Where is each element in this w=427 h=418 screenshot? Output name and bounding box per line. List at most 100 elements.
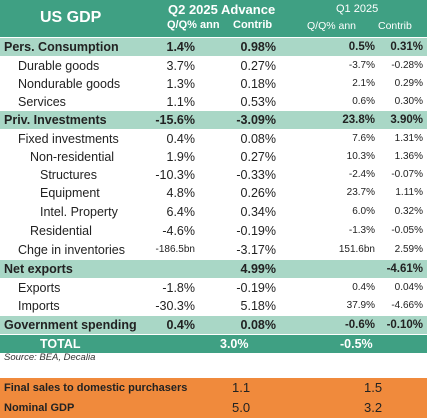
row-label: Pers. Consumption — [4, 40, 119, 54]
q2-contrib-value: 0.27% — [240, 150, 276, 164]
q1-contrib-value: 0.32% — [394, 206, 423, 217]
table-row: Net exports 4.99% -4.61% — [0, 260, 427, 278]
table-row: Services 1.1% 0.53% 0.6% 0.30% — [0, 93, 427, 111]
row-label: Net exports — [4, 262, 73, 276]
table-row: Pers. Consumption 1.4% 0.98% 0.5% 0.31% — [0, 38, 427, 56]
q2-ann-value: 6.4% — [166, 205, 196, 219]
table-row: Exports -1.8% -0.19% 0.4% 0.04% — [0, 279, 427, 297]
q2-contrib-header: Contrib — [233, 19, 273, 31]
row-label: Fixed investments — [18, 132, 119, 146]
q2-ann-value: -30.3% — [155, 299, 195, 313]
table-row: Government spending 0.4% 0.08% -0.6% -0.… — [0, 316, 427, 334]
q2-contrib-value: 0.08% — [240, 132, 276, 146]
table-title: US GDP — [40, 9, 102, 26]
table-row: Chge in inventories -186.5bn -3.17% 151.… — [0, 241, 427, 259]
q1-contrib-value: 0.30% — [394, 96, 423, 107]
q2-ann-value: 1.3% — [166, 77, 196, 91]
total-row: TOTAL 3.0% -0.5% — [0, 335, 427, 353]
q1-header: Q1 2025 — [336, 3, 379, 15]
q1-ann-value: -1.3% — [348, 225, 375, 236]
q2-ann-value: -4.6% — [162, 224, 195, 238]
q1-ann-value: 23.8% — [342, 114, 375, 126]
table-row: Non-residential 1.9% 0.27% 10.3% 1.36% — [0, 148, 427, 166]
footer-row: Final sales to domestic purchasers 1.1 1… — [0, 378, 427, 398]
q1-ann-value: 0.6% — [352, 96, 375, 107]
row-label: Government spending — [4, 318, 137, 332]
q1-ann-value: 7.6% — [352, 133, 375, 144]
q2-contrib-value: 0.18% — [240, 77, 276, 91]
table-row: Residential -4.6% -0.19% -1.3% -0.05% — [0, 222, 427, 240]
table-row: Imports -30.3% 5.18% 37.9% -4.66% — [0, 297, 427, 315]
q2-ann-value: 0.4% — [166, 318, 196, 332]
q2-ann-value: 1.4% — [166, 40, 196, 54]
footer-q2-value: 1.1 — [232, 380, 251, 395]
row-label: Durable goods — [18, 59, 100, 73]
row-label: Intel. Property — [40, 205, 118, 219]
footer-q1-value: 1.5 — [364, 380, 383, 395]
row-label: Chge in inventories — [18, 243, 126, 257]
table-row: Priv. Investments -15.6% -3.09% 23.8% 3.… — [0, 111, 427, 129]
q2-contrib-value: 0.98% — [240, 40, 276, 54]
q2-contrib-value: 5.18% — [240, 299, 276, 313]
q1-ann-value: 10.3% — [346, 151, 375, 162]
q2-contrib-value: -0.33% — [236, 168, 276, 182]
footer-q1-value: 3.2 — [364, 400, 383, 415]
q1-contrib-value: -0.05% — [391, 225, 423, 236]
q1-contrib-value: 0.31% — [390, 41, 423, 53]
q2-contrib-value: 4.99% — [240, 262, 276, 276]
q1-contrib-value: 1.11% — [395, 187, 423, 198]
q1-ann-value: -0.5% — [340, 337, 373, 351]
q2-ann-value: 4.8% — [166, 186, 196, 200]
q1-ann-value: 37.9% — [346, 300, 375, 311]
q1-ann-value: 0.4% — [352, 282, 375, 293]
q2-ann-value: 3.7% — [166, 59, 196, 73]
q1-ann-value: 2.1% — [352, 78, 375, 89]
source-note: Source: BEA, Decalia — [4, 352, 96, 363]
q1-ann-value: 6.0% — [352, 206, 375, 217]
q2-ann-header: Q/Q% ann — [167, 19, 220, 31]
q1-ann-value: -3.7% — [348, 60, 375, 71]
q1-contrib-value: -4.61% — [386, 263, 423, 275]
q1-ann-header: Q/Q% ann — [307, 20, 357, 32]
q1-ann-value: 23.7% — [346, 187, 375, 198]
q2-ann-value: -186.5bn — [155, 244, 195, 255]
q2-ann-value: -10.3% — [155, 168, 195, 182]
q1-contrib-value: 1.31% — [394, 133, 423, 144]
q1-contrib-value: 3.90% — [390, 114, 423, 126]
q1-contrib-value: 2.59% — [394, 244, 423, 255]
q2-contrib-value: 0.53% — [240, 95, 276, 109]
table-row: Intel. Property 6.4% 0.34% 6.0% 0.32% — [0, 203, 427, 221]
row-label: Imports — [18, 299, 60, 313]
table-row: Equipment 4.8% 0.26% 23.7% 1.11% — [0, 184, 427, 202]
table-header: US GDP Q2 2025 Advance Q/Q% ann Contrib … — [0, 0, 427, 37]
row-label: Structures — [40, 168, 97, 182]
q1-contrib-value: -0.10% — [386, 319, 423, 331]
q2-contrib-value: 0.34% — [240, 205, 276, 219]
q1-contrib-value: 1.36% — [394, 151, 423, 162]
q1-contrib-value: -0.07% — [391, 169, 423, 180]
table-row: Structures -10.3% -0.33% -2.4% -0.07% — [0, 166, 427, 184]
footer-label: Final sales to domestic purchasers — [4, 382, 188, 394]
row-label: Priv. Investments — [4, 113, 107, 127]
row-label: Services — [18, 95, 66, 109]
table-row: Nondurable goods 1.3% 0.18% 2.1% 0.29% — [0, 75, 427, 93]
row-label: TOTAL — [40, 337, 81, 351]
q2-contrib-value: 0.27% — [240, 59, 276, 73]
q1-ann-value: -0.6% — [344, 319, 375, 331]
q1-contrib-value: 0.04% — [394, 282, 423, 293]
q1-contrib-value: 0.29% — [394, 78, 423, 89]
footer-label: Nominal GDP — [4, 402, 75, 414]
q2-ann-value: 3.0% — [220, 337, 249, 351]
q2-contrib-value: -3.09% — [236, 113, 276, 127]
row-label: Non-residential — [30, 150, 115, 164]
q2-ann-value: 1.1% — [166, 95, 196, 109]
q2-contrib-value: -3.17% — [236, 243, 276, 257]
q2-ann-value: -15.6% — [155, 113, 195, 127]
divider — [0, 334, 427, 335]
q2-ann-value: -1.8% — [162, 281, 195, 295]
q2-contrib-value: -0.19% — [236, 281, 276, 295]
footer-q2-value: 5.0 — [232, 400, 251, 415]
table-row: Fixed investments 0.4% 0.08% 7.6% 1.31% — [0, 130, 427, 148]
q1-ann-value: -2.4% — [348, 169, 375, 180]
row-label: Residential — [30, 224, 92, 238]
